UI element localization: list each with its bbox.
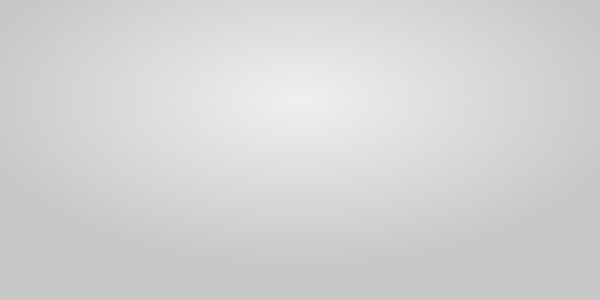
Bar: [296, 154, 319, 273]
Bar: [521, 101, 545, 273]
Bar: [259, 158, 282, 273]
Text: 2.23: 2.23: [109, 171, 132, 181]
Text: 2.38: 2.38: [146, 165, 169, 175]
Text: 5.0: 5.0: [562, 58, 579, 69]
Bar: [71, 196, 94, 273]
Bar: [484, 116, 507, 273]
Bar: [34, 204, 56, 273]
Bar: [146, 177, 169, 273]
Bar: [334, 148, 357, 273]
Y-axis label: Market Value in USD Billion: Market Value in USD Billion: [7, 76, 17, 227]
Text: Ophthalmology Pacs Picture Archiving And Communication System Market: Ophthalmology Pacs Picture Archiving And…: [23, 7, 569, 22]
Bar: [409, 135, 432, 273]
Bar: [221, 165, 244, 273]
Bar: [184, 171, 207, 273]
Bar: [109, 183, 132, 273]
Bar: [559, 70, 582, 273]
Bar: [371, 143, 394, 273]
Bar: [446, 125, 470, 273]
